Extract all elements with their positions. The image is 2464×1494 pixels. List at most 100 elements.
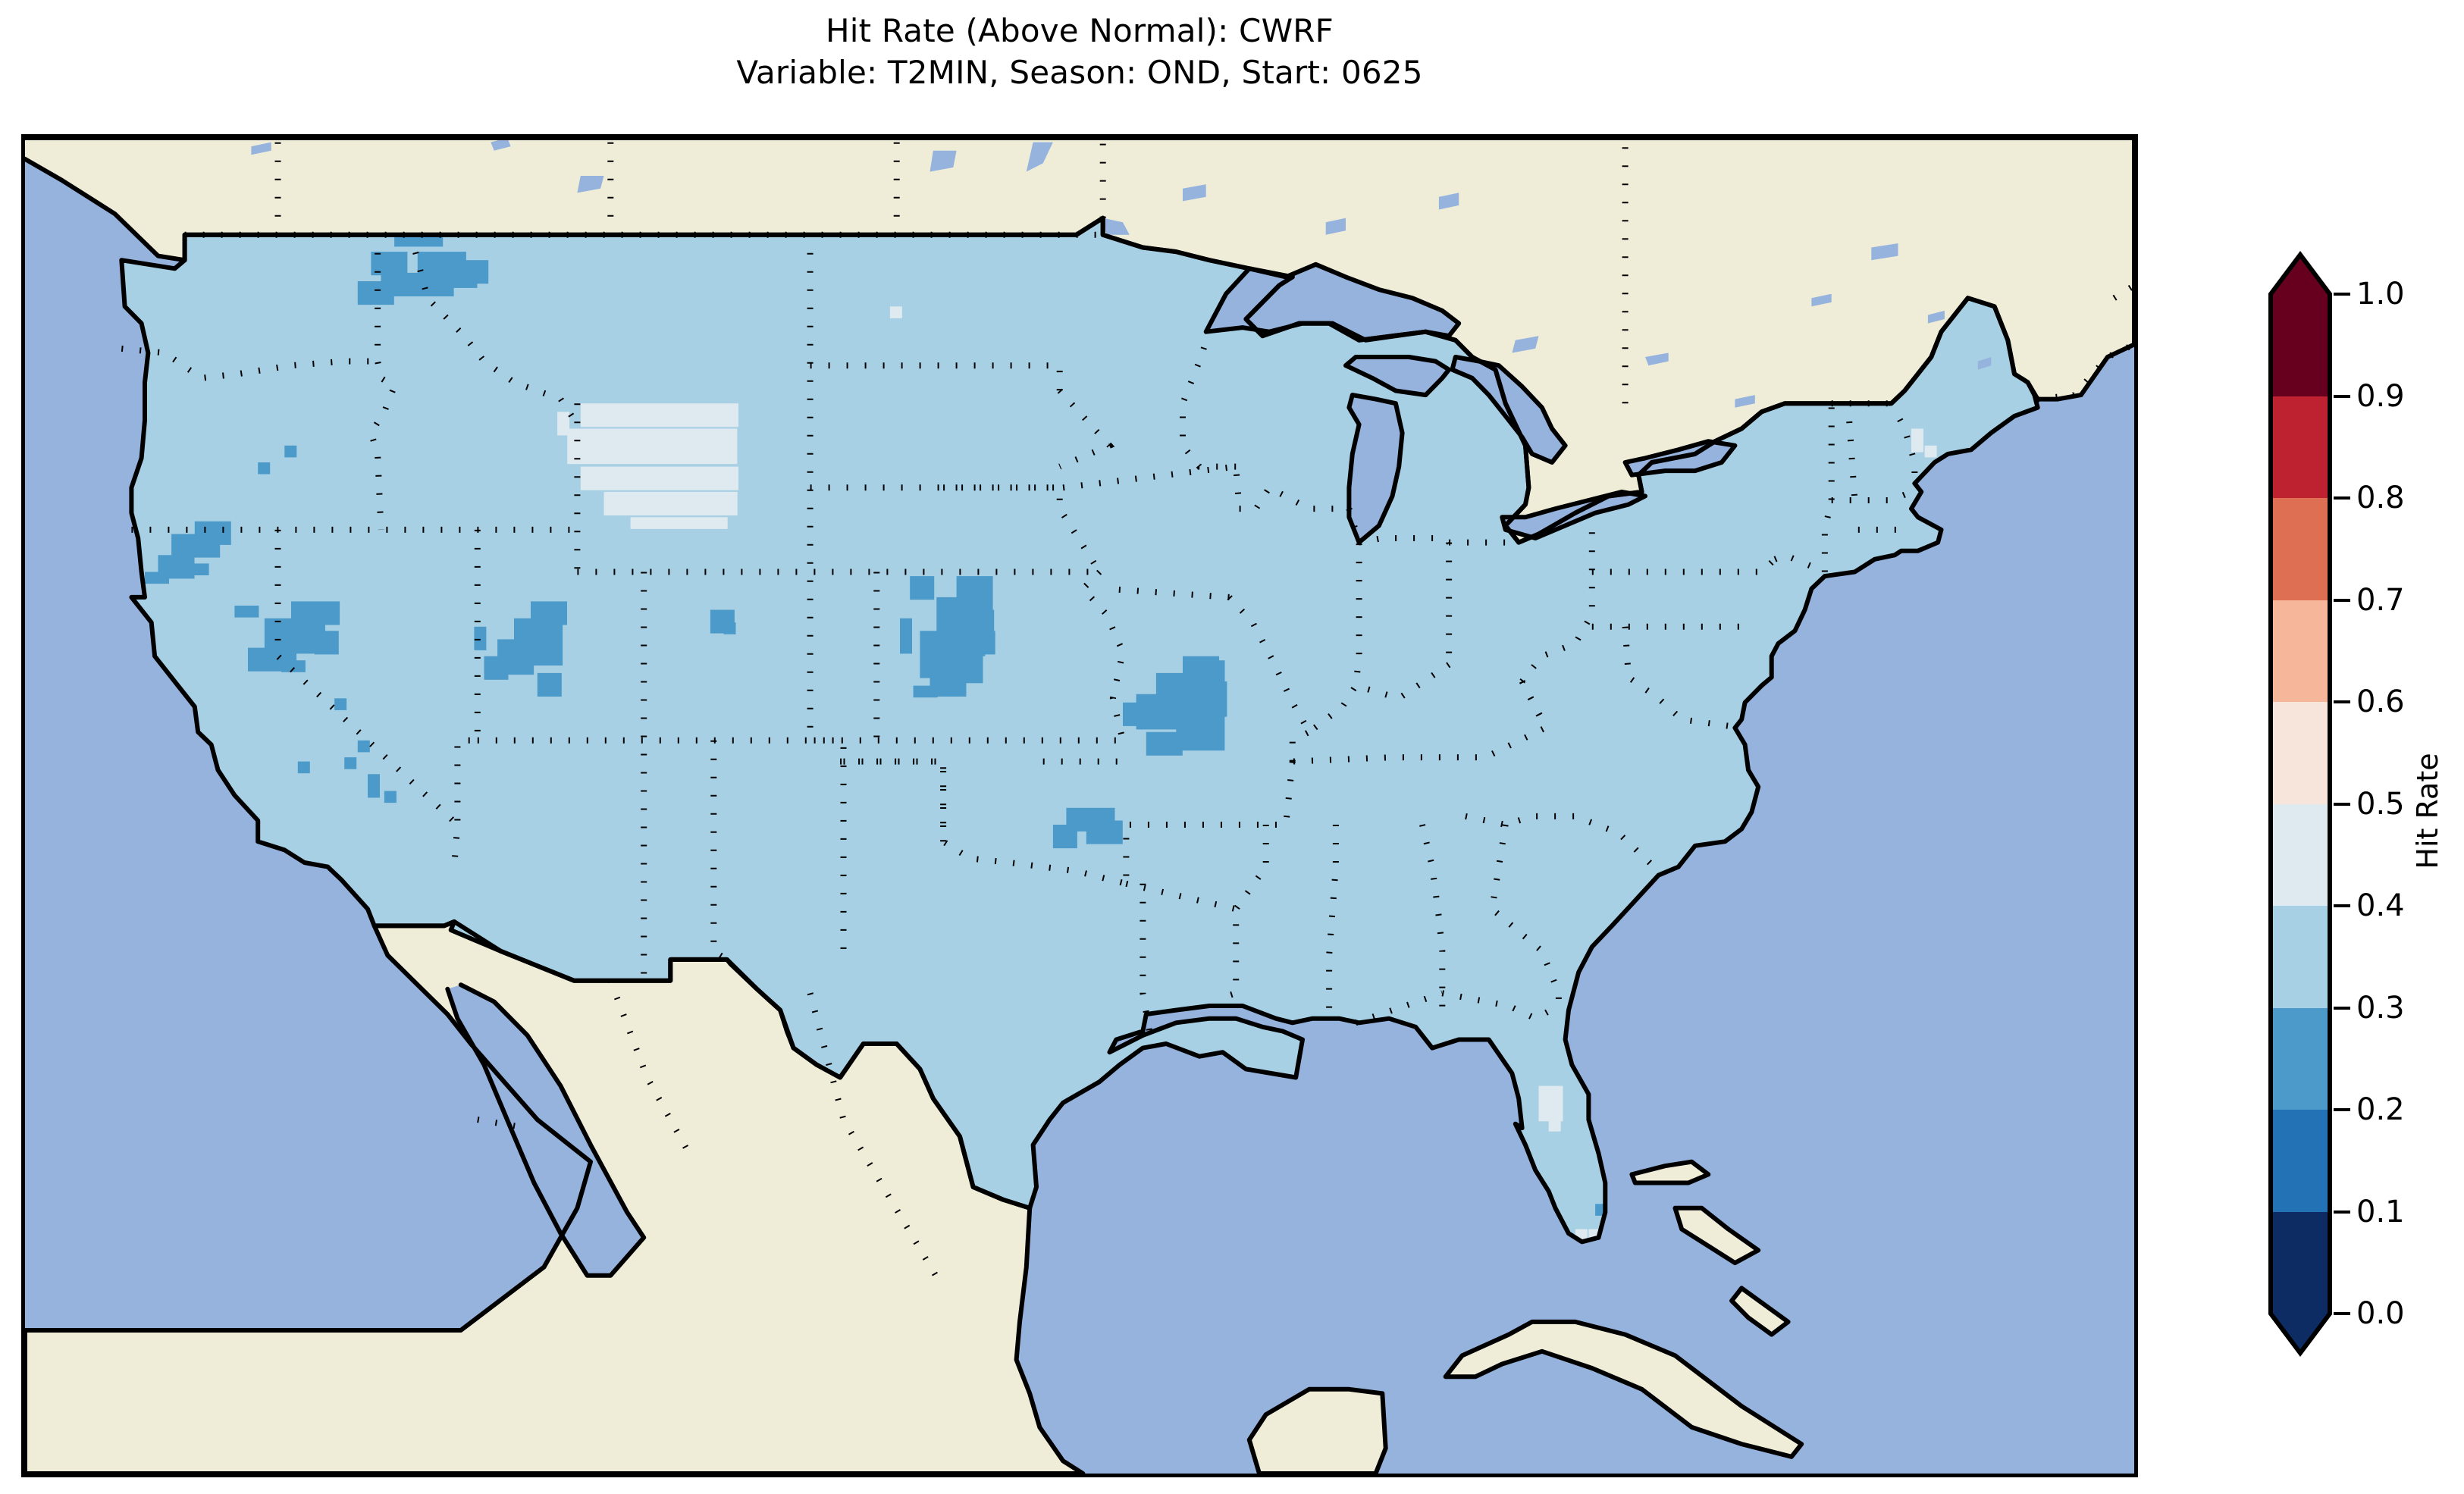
grid-cell xyxy=(1202,681,1227,717)
colorbar-tick-label-0.9: 0.9 xyxy=(2356,378,2405,414)
grid-cell xyxy=(384,791,397,803)
colorbar-tick-label-0.6: 0.6 xyxy=(2356,684,2405,719)
island-coastline-4 xyxy=(1246,1386,1388,1474)
colorbar-axis-label: Hit Rate xyxy=(2411,753,2444,869)
border-line-25 xyxy=(1307,507,1362,734)
grid-cell xyxy=(291,601,340,625)
colorbar-band-0.1-0.2 xyxy=(2271,1110,2330,1213)
grid-cell xyxy=(913,685,938,698)
colorbar-band-0.8-0.9 xyxy=(2271,396,2330,499)
grid-cell xyxy=(1212,660,1225,684)
grid-cell xyxy=(1924,445,1937,458)
colorbar-tick-0.5 xyxy=(2334,802,2350,806)
colorbar-band-0.7-0.8 xyxy=(2271,498,2330,601)
lake-polygon-15 xyxy=(251,142,271,155)
colorbar-tick-label-0.5: 0.5 xyxy=(2356,786,2405,822)
grid-cell xyxy=(368,774,380,798)
grid-cell xyxy=(484,656,509,680)
border-line-38 xyxy=(1221,825,1269,1001)
colorbar-tick-1.0 xyxy=(2334,293,2350,296)
grid-cell xyxy=(145,572,169,584)
grid-cell xyxy=(314,631,339,655)
border-line-45 xyxy=(1140,883,1153,1032)
lake-polygon-20 xyxy=(1438,193,1459,210)
hit-rate-data-grid xyxy=(121,218,2038,1242)
grid-cell xyxy=(334,698,347,710)
colorbar-tick-label-0.3: 0.3 xyxy=(2356,990,2405,1026)
chart-title-line-2: Variable: T2MIN, Season: OND, Start: 062… xyxy=(736,53,1423,91)
border-line-43 xyxy=(1441,990,1560,1023)
chart-title-block: Hit Rate (Above Normal): CWRF Variable: … xyxy=(0,0,2159,93)
colorbar-tick-label-0.7: 0.7 xyxy=(2356,582,2405,618)
colorbar-tick-label-0.8: 0.8 xyxy=(2356,481,2405,515)
island-landmass-1 xyxy=(1675,1207,1759,1264)
border-line-46 xyxy=(1125,880,1237,913)
grid-cell xyxy=(580,466,738,490)
lake-polygon-8 xyxy=(491,138,511,151)
map-canvas xyxy=(25,138,2134,1474)
lake-polygon-18 xyxy=(1735,395,1755,408)
grid-cell xyxy=(1146,731,1183,756)
colorbar-tick-label-0.1: 0.1 xyxy=(2356,1194,2405,1229)
colorbar-tick-0.4 xyxy=(2334,904,2350,907)
grid-cell xyxy=(1052,825,1077,849)
colorbar-extend-min xyxy=(2271,1314,2330,1353)
colorbar-tick-0.2 xyxy=(2334,1108,2350,1111)
colorbar: 1.0 0.9 0.8 0.7 0.6 0.5 0.4 0.3 0.2 0.1 0.0 Hit Ra… xyxy=(2267,250,2464,1372)
grid-cell xyxy=(580,403,738,428)
map-plot-area xyxy=(21,134,2138,1477)
colorbar-band-0.3-0.4 xyxy=(2271,906,2330,1009)
lake-polygon-21 xyxy=(1871,243,1898,261)
grid-cell xyxy=(557,412,570,436)
lake-polygon-6 xyxy=(577,176,604,193)
grid-cell xyxy=(184,563,209,575)
colorbar-band-0.9-1.0 xyxy=(2271,294,2330,397)
grid-cell xyxy=(531,601,567,625)
hit-rate-cells-0.2-0.3 xyxy=(145,234,1608,1216)
grid-cell xyxy=(1538,1085,1563,1122)
grid-cell xyxy=(889,306,902,318)
grid-cell xyxy=(603,491,738,515)
grid-cell xyxy=(910,576,935,600)
grid-cell xyxy=(723,622,736,634)
great-lake-outline-0 xyxy=(1203,262,1462,343)
grid-cell xyxy=(1086,820,1123,844)
grid-cell xyxy=(284,445,297,458)
grid-cell xyxy=(357,740,370,753)
gulf-of-california-coastline xyxy=(445,982,647,1278)
colorbar-extend-max xyxy=(2271,255,2330,294)
lake-polygon-0 xyxy=(1205,264,1459,340)
colorbar-tick-label-0.2: 0.2 xyxy=(2356,1092,2405,1127)
grid-cell xyxy=(194,521,231,545)
colorbar-tick-label-0.4: 0.4 xyxy=(2356,888,2405,923)
grid-cell xyxy=(1123,702,1147,726)
lake-polygon-12 xyxy=(1645,352,1669,366)
colorbar-band-0.0-0.1 xyxy=(2271,1211,2330,1314)
grid-cell xyxy=(983,631,995,655)
lake-polygon-2 xyxy=(1349,395,1403,543)
colorbar-tick-label-0.0: 0.0 xyxy=(2356,1296,2405,1331)
island-landmass-0 xyxy=(1632,1161,1709,1183)
great-lake-outline-4 xyxy=(1500,489,1647,540)
lake-polygon-19 xyxy=(1977,357,1992,370)
lake-polygon-16 xyxy=(1325,218,1346,235)
grid-cell xyxy=(956,576,993,612)
island-coastline-3 xyxy=(1443,1319,1804,1459)
canada-coastline xyxy=(25,138,2134,545)
grid-cell xyxy=(394,234,444,247)
great-lake-outline-1 xyxy=(1343,355,1452,398)
grid-cell xyxy=(474,626,487,650)
island-coastline-1 xyxy=(1672,1205,1761,1266)
lake-polygon-14 xyxy=(1927,310,1945,324)
great-lake-outline-2 xyxy=(1346,393,1405,545)
lake-polygon-1 xyxy=(1346,357,1450,396)
grid-cell xyxy=(1548,1120,1561,1132)
mexico-coastline xyxy=(25,919,1086,1474)
border-line-55 xyxy=(1889,402,1918,484)
grid-cell xyxy=(537,672,562,697)
grid-cell xyxy=(258,462,271,475)
lake-polygon-17 xyxy=(1183,184,1206,202)
grid-cell xyxy=(900,618,912,654)
lake-polygon-10 xyxy=(1102,218,1130,235)
great-lake-outline-3 xyxy=(1450,355,1568,465)
